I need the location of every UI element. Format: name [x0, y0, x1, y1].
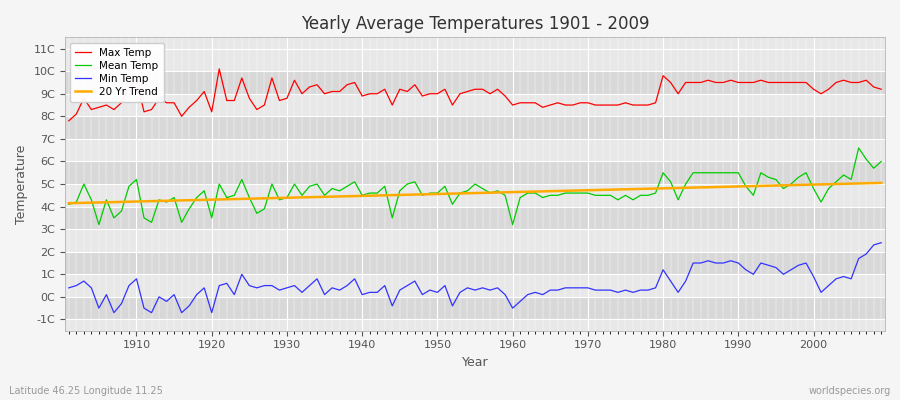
Mean Temp	[63, 202, 74, 207]
Bar	[65, 139, 885, 162]
Mean Temp	[297, 193, 308, 198]
Legend: Max Temp, Mean Temp, Min Temp, 20 Yr Trend: Max Temp, Mean Temp, Min Temp, 20 Yr Tre…	[70, 42, 164, 102]
Y-axis label: Temperature: Temperature	[15, 144, 28, 224]
Min Temp	[508, 306, 518, 310]
Max Temp	[123, 84, 134, 89]
Bar	[65, 71, 885, 94]
Title: Yearly Average Temperatures 1901 - 2009: Yearly Average Temperatures 1901 - 2009	[301, 15, 649, 33]
Bar	[65, 184, 885, 206]
Bar	[65, 49, 885, 71]
Mean Temp	[605, 193, 616, 198]
Bar	[65, 274, 885, 297]
Min Temp	[342, 283, 353, 288]
Bar	[65, 162, 885, 184]
Min Temp	[131, 276, 142, 281]
Min Temp	[109, 310, 120, 315]
Min Temp	[515, 299, 526, 304]
Mean Temp	[853, 146, 864, 150]
Mean Temp	[508, 222, 518, 227]
Mean Temp	[94, 222, 104, 227]
Max Temp	[605, 103, 616, 108]
Bar	[65, 206, 885, 229]
Bar	[65, 116, 885, 139]
Min Temp	[63, 286, 74, 290]
Bar	[65, 229, 885, 252]
Max Temp	[214, 66, 225, 71]
Min Temp	[297, 290, 308, 295]
Max Temp	[515, 100, 526, 105]
Max Temp	[297, 91, 308, 96]
Text: worldspecies.org: worldspecies.org	[809, 386, 891, 396]
Min Temp	[876, 240, 886, 245]
Mean Temp	[876, 159, 886, 164]
Bar	[65, 252, 885, 274]
Line: Max Temp: Max Temp	[68, 69, 881, 121]
Text: Latitude 46.25 Longitude 11.25: Latitude 46.25 Longitude 11.25	[9, 386, 163, 396]
Line: Mean Temp: Mean Temp	[68, 148, 881, 225]
X-axis label: Year: Year	[462, 356, 489, 369]
Bar	[65, 297, 885, 320]
Min Temp	[605, 288, 616, 292]
Mean Temp	[342, 184, 353, 189]
Max Temp	[63, 118, 74, 123]
Mean Temp	[131, 177, 142, 182]
Mean Temp	[515, 195, 526, 200]
Bar	[65, 94, 885, 116]
Line: Min Temp: Min Temp	[68, 243, 881, 313]
Max Temp	[342, 82, 353, 87]
Max Temp	[876, 87, 886, 92]
Max Temp	[508, 103, 518, 108]
